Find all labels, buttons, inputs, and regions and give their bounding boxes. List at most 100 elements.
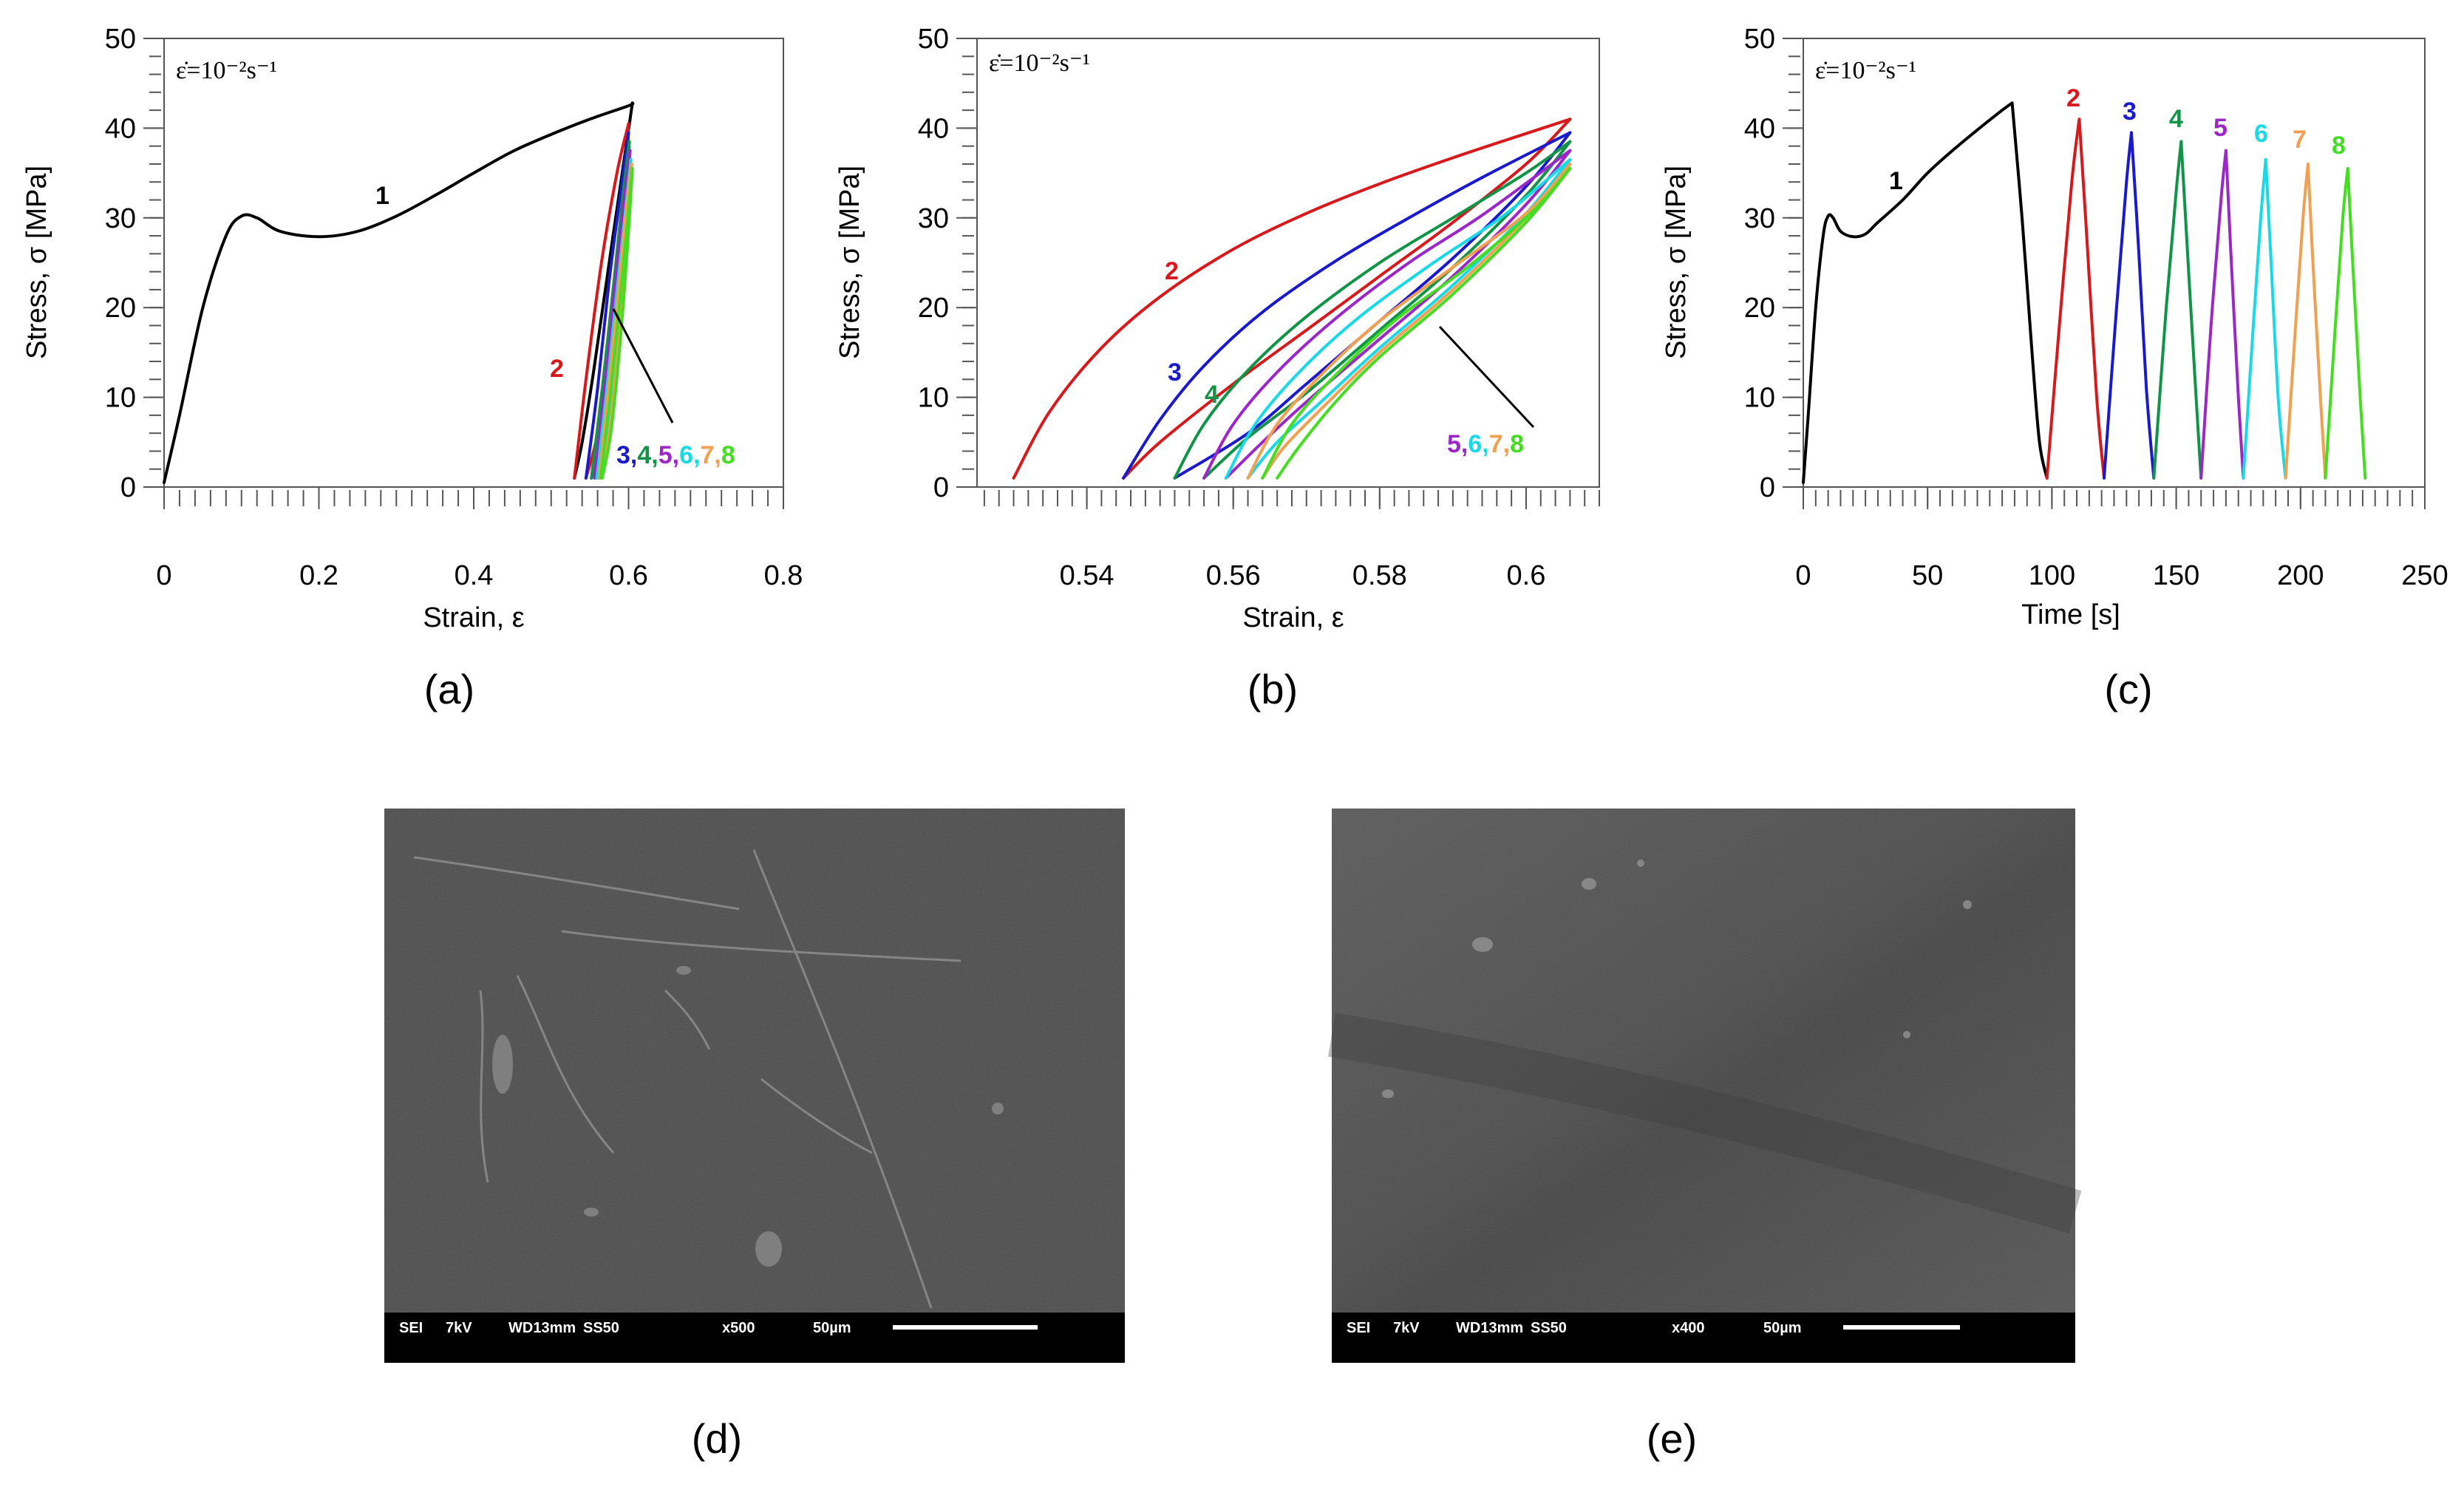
sem-voltage: 7kV bbox=[446, 1320, 472, 1336]
x-tick-label: 0 bbox=[1795, 560, 1811, 591]
surface-debris bbox=[1382, 860, 1972, 1098]
label-4: 4 bbox=[637, 441, 651, 469]
plot-frame bbox=[1803, 38, 2426, 488]
sem-magnification: x500 bbox=[722, 1320, 755, 1336]
series-line-c5 bbox=[1202, 149, 1572, 480]
x-tick-label: 100 bbox=[2029, 560, 2075, 591]
strain-rate-annotation: ε̇=10⁻²s⁻¹ bbox=[989, 50, 1090, 77]
scale-bar bbox=[1843, 1325, 1960, 1330]
y-tick-label: 40 bbox=[105, 113, 136, 144]
sep: , bbox=[1503, 430, 1510, 458]
series-line-c1 bbox=[163, 101, 635, 484]
callout-line bbox=[612, 308, 674, 423]
caption-d: (d) bbox=[692, 1415, 742, 1462]
curve-label-1: 1 bbox=[1889, 167, 1903, 195]
series-line-c4 bbox=[1173, 140, 1572, 480]
series-line-c4 bbox=[2179, 140, 2203, 480]
surface-scratches bbox=[413, 849, 962, 1309]
sep: , bbox=[651, 441, 658, 469]
sep: , bbox=[1461, 430, 1468, 458]
x-tick-label: 250 bbox=[2401, 560, 2448, 591]
y-axis-title: Stress, σ [MPa] bbox=[1661, 166, 1692, 359]
y-tick-label: 0 bbox=[120, 472, 136, 503]
sem-working-distance: WD13mm bbox=[1456, 1320, 1523, 1336]
y-tick-label: 50 bbox=[918, 24, 949, 55]
y-tick-label: 40 bbox=[918, 113, 949, 144]
x-tick-label: 0.58 bbox=[1352, 560, 1407, 591]
sem-magnification: x400 bbox=[1672, 1320, 1705, 1336]
y-tick-label: 30 bbox=[105, 203, 136, 234]
series-line-c1 bbox=[1802, 101, 2014, 484]
strain-rate-annotation: ε̇=10⁻²s⁻¹ bbox=[176, 57, 277, 84]
series-line-c5 bbox=[2199, 149, 2228, 480]
sem-mode: SEI bbox=[1347, 1320, 1370, 1336]
sem-spot-size: SS50 bbox=[583, 1320, 619, 1336]
scale-bar bbox=[893, 1325, 1038, 1330]
y-tick-label: 10 bbox=[105, 383, 136, 414]
series-line-c2 bbox=[1122, 118, 1572, 480]
curve-label-2: 2 bbox=[1165, 257, 1179, 285]
caption-b: (b) bbox=[1248, 666, 1298, 712]
axis-ticks: 0 50 100 150 200 250 0 10 20 30 40 50 bbox=[1744, 24, 2448, 591]
series-line-c8 bbox=[1261, 167, 1572, 480]
curve-label-4: 4 bbox=[1205, 381, 1219, 409]
sep: , bbox=[693, 441, 700, 469]
series-line-c6 bbox=[1224, 157, 1572, 480]
x-tick-label: 0.56 bbox=[1206, 560, 1261, 591]
y-tick-label: 0 bbox=[1760, 472, 1775, 503]
sem-info-bar bbox=[1332, 1313, 2075, 1363]
plot-frame bbox=[976, 38, 1600, 488]
sem-scale-label: 50µm bbox=[813, 1320, 851, 1336]
curve-label-7: 7 bbox=[2293, 126, 2307, 154]
series-line-c7 bbox=[597, 163, 633, 480]
series-line-c4 bbox=[590, 140, 631, 480]
sep: , bbox=[714, 441, 721, 469]
curve-label-3: 3 bbox=[1168, 358, 1182, 387]
curve-label-2: 2 bbox=[550, 355, 564, 383]
y-tick-label: 10 bbox=[1744, 383, 1775, 414]
sem-working-distance: WD13mm bbox=[508, 1320, 576, 1336]
y-tick-label: 0 bbox=[933, 472, 949, 503]
y-tick-label: 20 bbox=[918, 293, 949, 324]
axis-ticks: 0.54 0.56 0.58 0.6 0 10 20 30 40 50 bbox=[918, 24, 1600, 591]
sem-mode: SEI bbox=[399, 1320, 423, 1336]
curve-label-6: 6 bbox=[2254, 120, 2268, 148]
x-tick-label: 150 bbox=[2153, 560, 2199, 591]
x-tick-label: 50 bbox=[1912, 560, 1943, 591]
series-line-c6 bbox=[2242, 157, 2267, 480]
curves bbox=[1012, 118, 1572, 480]
series-line-c8 bbox=[600, 167, 634, 480]
surface-bands bbox=[1328, 1012, 2082, 1233]
curve-label-1: 1 bbox=[375, 182, 389, 210]
x-tick-label: 0 bbox=[156, 560, 171, 591]
curve-label-8: 8 bbox=[2332, 132, 2346, 160]
strain-rate-annotation: ε̇=10⁻²s⁻¹ bbox=[1815, 57, 1916, 84]
y-tick-label: 50 bbox=[105, 24, 136, 55]
series-line-c5 bbox=[593, 149, 632, 480]
label-8: 8 bbox=[1510, 430, 1524, 458]
x-tick-label: 0.8 bbox=[764, 560, 803, 591]
curves bbox=[163, 101, 635, 484]
curve-label-4: 4 bbox=[2169, 105, 2183, 133]
label-3: 3 bbox=[616, 441, 630, 469]
series-line-c7 bbox=[2284, 163, 2310, 480]
series-line-c8 bbox=[2346, 167, 2367, 480]
series-line-c2 bbox=[573, 122, 630, 480]
y-tick-label: 20 bbox=[1744, 293, 1775, 324]
sem-micrograph-d: SEI 7kV WD13mm SS50 x500 50µm bbox=[384, 809, 1125, 1363]
label-6: 6 bbox=[679, 441, 693, 469]
series-line-c5 bbox=[2224, 149, 2245, 480]
x-tick-label: 200 bbox=[2277, 560, 2324, 591]
label-6: 6 bbox=[1468, 430, 1482, 458]
sem-info-bar bbox=[384, 1313, 1125, 1363]
series-line-c2 bbox=[2045, 118, 2081, 480]
y-tick-label: 30 bbox=[918, 203, 949, 234]
y-tick-label: 40 bbox=[1744, 113, 1775, 144]
series-line-c3 bbox=[584, 131, 630, 480]
x-axis-title: Time [s] bbox=[2021, 599, 2120, 630]
series-line-c7 bbox=[2306, 163, 2327, 480]
